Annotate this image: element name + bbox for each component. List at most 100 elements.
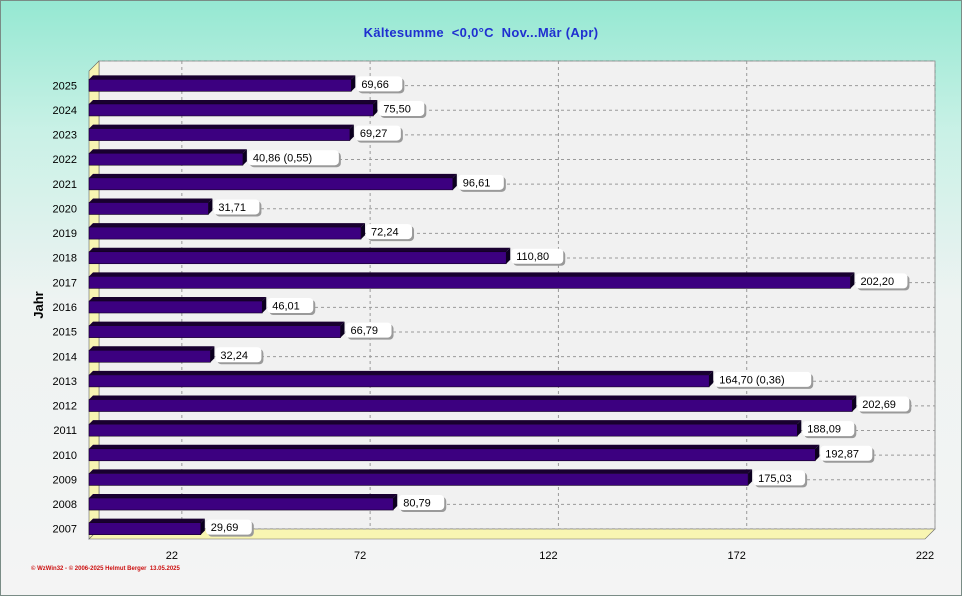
bar-group: 40,86 (0,55)	[88, 149, 341, 168]
bar-side	[208, 198, 213, 215]
bar-top	[89, 395, 857, 400]
y-tick-label: 2008	[53, 499, 77, 511]
data-label-box	[857, 396, 910, 412]
y-tick-label: 2012	[53, 401, 77, 413]
bar-group: 202,20	[88, 272, 910, 291]
bar-top	[89, 173, 457, 178]
data-label-box	[366, 224, 413, 240]
bar-side	[340, 321, 345, 338]
bar-group: 96,61	[88, 173, 506, 192]
data-label: 72,24	[371, 227, 399, 239]
data-label: 202,20	[860, 276, 894, 288]
bar	[88, 325, 341, 338]
data-label-box	[354, 125, 401, 141]
data-label: 192,87	[825, 448, 859, 460]
data-label: 69,66	[361, 79, 389, 91]
bar-group: 69,66	[88, 75, 405, 94]
bar-group: 80,79	[88, 494, 447, 513]
x-tick-label: 122	[539, 550, 557, 562]
y-tick-label: 2024	[53, 105, 77, 117]
bar	[88, 152, 244, 166]
bar-top	[89, 124, 354, 129]
data-label: 175,03	[758, 473, 792, 485]
y-axis-title: Jahr	[31, 291, 46, 318]
bar-side	[351, 75, 356, 92]
bar-group: 202,69	[88, 395, 912, 414]
bar-top	[89, 444, 820, 449]
bar	[88, 448, 816, 462]
bar-side	[393, 494, 398, 511]
data-label: 32,24	[220, 350, 248, 362]
data-label: 80,79	[403, 498, 431, 510]
y-tick-label: 2025	[53, 80, 77, 92]
bar-group: 188,09	[88, 420, 857, 439]
x-tick-label: 72	[354, 550, 366, 562]
bar-top	[89, 99, 378, 104]
y-tick-label: 2018	[53, 253, 77, 265]
y-tick-label: 2009	[53, 474, 77, 486]
bar-side	[748, 469, 753, 486]
data-label-box	[802, 421, 855, 437]
data-label-box	[267, 298, 314, 313]
data-label-box	[820, 445, 873, 461]
bar-top	[89, 321, 345, 326]
bar	[88, 423, 798, 437]
y-tick-label: 2016	[53, 302, 77, 314]
bar	[88, 276, 851, 289]
data-label-box	[714, 371, 812, 387]
bar-top	[89, 272, 855, 277]
bar-group: 66,79	[88, 321, 394, 340]
bar	[88, 497, 394, 511]
bar-side	[850, 272, 855, 289]
bar	[88, 251, 507, 265]
data-label: 164,70 (0,36)	[719, 374, 784, 386]
bar	[88, 128, 351, 141]
y-tick-label: 2015	[53, 327, 77, 339]
data-label-box	[398, 495, 445, 511]
y-tick-label: 2011	[53, 425, 77, 437]
bar	[88, 79, 352, 92]
bar	[88, 226, 362, 240]
bar-group: 32,24	[88, 346, 264, 365]
data-label-box	[855, 273, 908, 289]
data-label: 29,69	[211, 522, 239, 534]
data-label: 69,27	[360, 128, 388, 140]
bar-side	[452, 173, 457, 190]
copyright-credit: © WzWin32 - © 2006-2025 Helmut Berger 13…	[31, 566, 180, 572]
data-label-box	[356, 76, 403, 92]
bar	[88, 177, 454, 191]
bar-group: 31,71	[88, 198, 262, 217]
data-label: 66,79	[351, 325, 379, 337]
bar-side	[361, 223, 366, 240]
bar-top	[89, 247, 511, 252]
bar-group: 29,69	[88, 518, 254, 537]
bar	[88, 374, 710, 388]
y-tick-label: 2019	[53, 228, 77, 240]
bar-top	[89, 149, 247, 154]
bar-group: 75,50	[88, 99, 427, 118]
bar	[88, 202, 209, 215]
data-label: 31,71	[218, 202, 246, 214]
data-label: 110,80	[516, 251, 549, 263]
bar-top	[89, 223, 366, 228]
bar-group: 164,70 (0,36)	[88, 370, 814, 389]
data-label: 96,61	[463, 177, 491, 189]
bar-top	[89, 469, 753, 474]
y-tick-label: 2022	[53, 154, 77, 166]
y-tick-label: 2021	[53, 179, 77, 191]
bar-side	[506, 247, 511, 264]
bar-side	[242, 149, 247, 166]
bar	[88, 103, 374, 117]
bar-top	[89, 346, 215, 351]
data-label: 46,01	[272, 301, 300, 313]
bar-side	[709, 370, 714, 387]
bar-group: 175,03	[88, 469, 808, 488]
data-label: 202,69	[862, 399, 896, 411]
y-tick-label: 2014	[53, 351, 77, 363]
bar-side	[210, 346, 215, 363]
data-label-box	[215, 347, 262, 363]
chart-title: Kältesumme <0,0°C Nov...Mär (Apr)	[363, 25, 599, 40]
bar-group: 110,80	[88, 247, 566, 266]
data-label-box	[378, 100, 425, 116]
